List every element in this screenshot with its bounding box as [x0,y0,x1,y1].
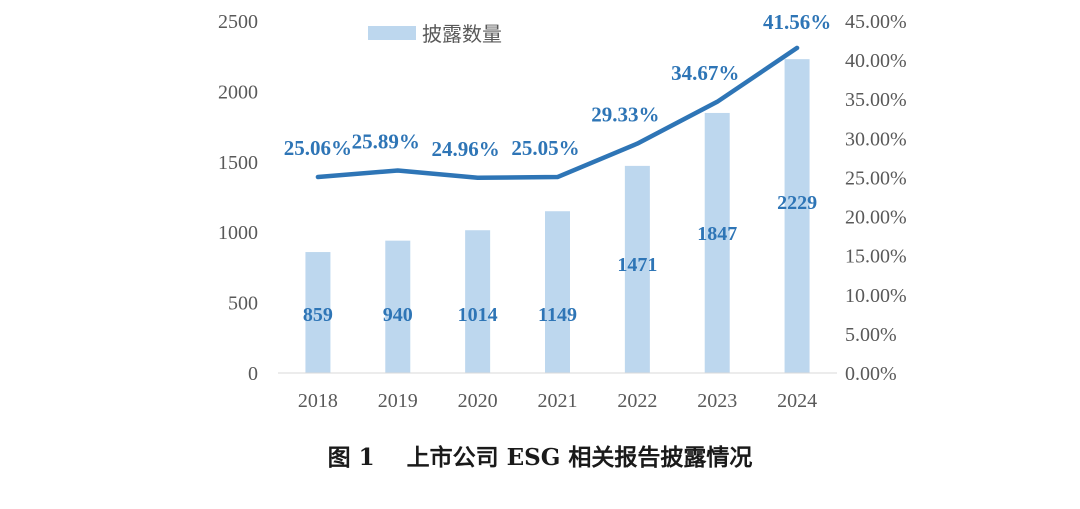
x-tick-label: 2023 [697,390,737,412]
legend-swatch [368,26,416,40]
y-left-tick-label: 0 [248,363,258,385]
figure-caption: 图 1 上市公司 ESG 相关报告披露情况 [0,438,1080,472]
y-right-tick-label: 25.00% [845,167,907,189]
bar-value-label: 2229 [777,192,817,214]
line-value-label: 25.05% [511,136,579,160]
y-left-tick-label: 2000 [218,81,258,103]
y-left-tick-label: 1500 [218,152,258,174]
bar-value-label: 1471 [617,254,657,276]
y-right-tick-label: 20.00% [845,207,907,229]
line-value-label: 41.56% [763,10,831,34]
y-left-tick-label: 1000 [218,222,258,244]
bar [545,211,570,373]
legend-label: 披露数量 [422,22,502,46]
x-tick-label: 2022 [617,390,657,412]
figure-title: 上市公司 ESG 相关报告披露情况 [406,444,753,471]
bar-series [305,59,810,374]
bar [624,165,650,373]
bar-value-label: 859 [303,304,333,326]
y-left-tick-label: 500 [228,293,258,315]
figure-number: 图 1 [327,444,375,471]
x-tick-label: 2019 [378,390,418,412]
line-value-label: 29.33% [591,103,659,127]
bar [385,240,411,373]
line-value-label: 24.96% [432,137,500,161]
bar-value-label: 1847 [697,223,737,245]
legend: 披露数量 [368,22,502,46]
x-tick-label: 2021 [538,390,578,412]
axes: 0 500 1000 1500 2000 2500 0.00% 5.00% 10.00% 15.0… [218,11,907,412]
y-right-tick-label: 45.00% [845,11,907,33]
bar-value-label: 1014 [458,304,498,326]
y-right-tick-label: 0.00% [845,363,897,385]
y-right-tick-label: 30.00% [845,128,907,150]
y-right-tick-label: 5.00% [845,324,897,346]
y-right-tick-label: 15.00% [845,246,907,268]
y-right-tick-label: 40.00% [845,50,907,72]
bar-value-label: 1149 [538,304,577,326]
bar [465,230,491,373]
x-tick-label: 2018 [298,390,338,412]
combo-chart: 0 500 1000 1500 2000 2500 0.00% 5.00% 10.00% 15.0… [218,10,907,412]
bar [704,112,730,374]
bar [784,59,810,373]
bar [305,252,331,373]
data-labels: 859 940 1014 1149 1471 1847 2229 25.06% 25.89% 24… [284,10,831,326]
y-right-tick-label: 10.00% [845,285,907,307]
y-right-tick-label: 35.00% [845,89,907,111]
line-value-label: 25.06% [284,136,352,160]
x-tick-label: 2020 [458,390,498,412]
line-value-label: 25.89% [352,129,420,153]
line-series [315,45,800,181]
bar-value-label: 940 [383,304,413,326]
y-left-tick-label: 2500 [218,11,258,33]
line-value-label: 34.67% [671,61,739,85]
x-tick-label: 2024 [777,390,817,412]
